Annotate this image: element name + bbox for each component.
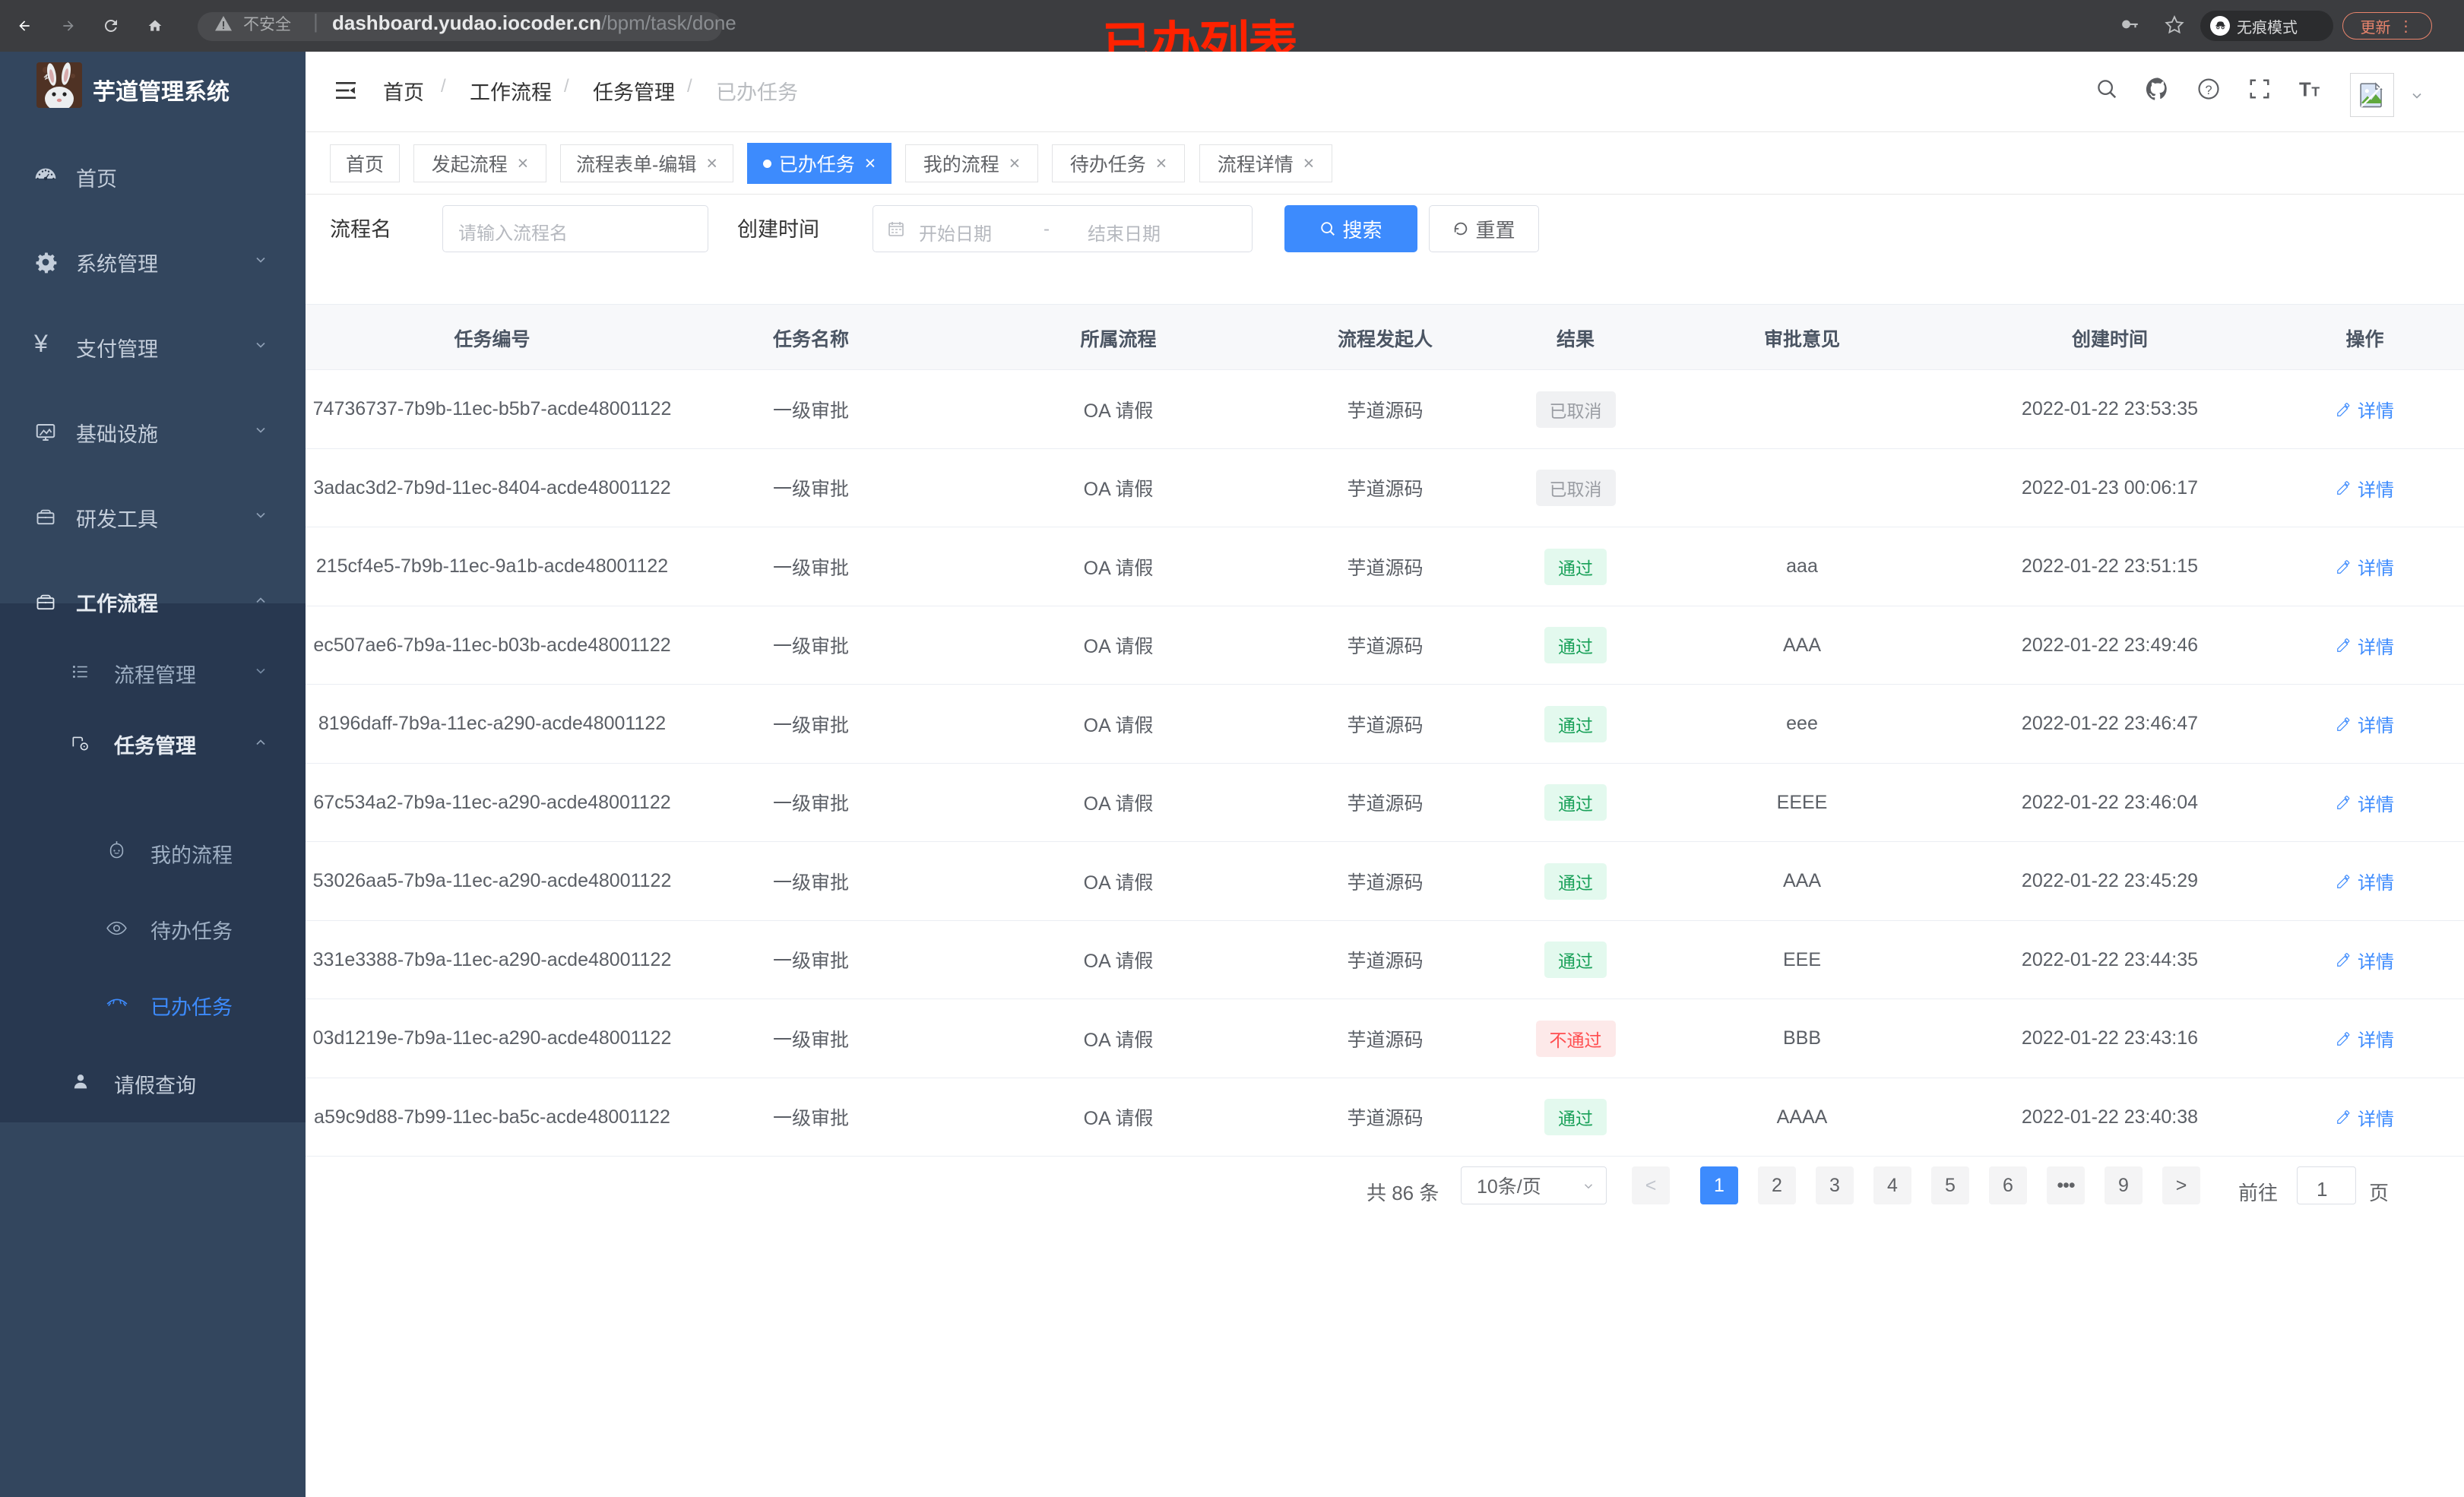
- svg-text:T: T: [2311, 84, 2320, 99]
- svg-text:T: T: [2299, 79, 2311, 99]
- svg-text:?: ?: [2205, 84, 2212, 97]
